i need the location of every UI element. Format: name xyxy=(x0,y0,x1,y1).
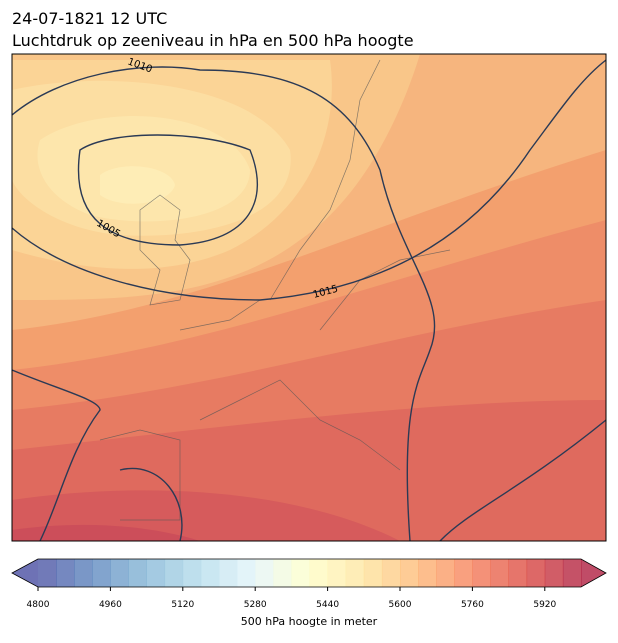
colorbar-segment xyxy=(291,559,310,587)
colorbar-extend xyxy=(12,559,38,587)
colorbar-segment xyxy=(544,559,564,587)
colorbar-segment xyxy=(182,559,202,587)
colorbar-tick-label: 5920 xyxy=(533,600,556,610)
colorbar-segment xyxy=(110,559,129,587)
colorbar-segment xyxy=(38,559,57,587)
colorbar-segment xyxy=(164,559,184,587)
colorbar-segment xyxy=(363,559,383,587)
colorbar-outline xyxy=(11,558,607,588)
colorbar-segment xyxy=(146,559,166,587)
field xyxy=(100,166,175,204)
colorbar-tick-label: 5440 xyxy=(316,600,339,610)
colorbar-segment xyxy=(255,559,274,587)
colorbar-segment xyxy=(200,559,220,587)
colorbar-segment xyxy=(219,559,238,587)
field xyxy=(12,524,200,541)
colorbar: 4800 4960 5120 5280 5440 5600 5760 5920 xyxy=(11,558,607,610)
colorbar-segment xyxy=(508,559,528,587)
isobar xyxy=(77,134,259,246)
colorbar-tick-label: 4800 xyxy=(27,600,50,610)
colorbar-segment xyxy=(273,559,292,587)
colorbar-segment xyxy=(128,559,147,587)
colorbar-segment xyxy=(381,559,401,587)
colorbar-segment xyxy=(345,559,365,587)
colorbar-label: 500 hPa hoogte in meter xyxy=(241,615,378,628)
colorbar-segment xyxy=(237,559,256,587)
colorbar-segment xyxy=(562,559,582,587)
colorbar-segment xyxy=(526,559,546,587)
colorbar-tick-label: 5280 xyxy=(244,600,267,610)
colorbar-tick-label: 5600 xyxy=(389,600,412,610)
colorbar-extend xyxy=(581,559,606,587)
colorbar-segment xyxy=(400,559,419,587)
colorbar-tick-label: 5760 xyxy=(461,600,484,610)
colorbar-segment xyxy=(472,559,491,587)
colorbar-segment xyxy=(56,559,75,587)
colorbar-segment xyxy=(309,559,328,587)
isobar xyxy=(12,59,606,301)
isobar xyxy=(12,369,606,541)
coastline xyxy=(99,59,451,521)
colorbar-tick-label: 4960 xyxy=(99,600,122,610)
colorbar-segment xyxy=(327,559,347,587)
title: Luchtdruk op zeeniveau in hPa en 500 hPa… xyxy=(12,31,414,50)
colorbar-segment xyxy=(418,559,437,587)
colorbar-segment xyxy=(92,559,111,587)
map: 1010 1005 1015 xyxy=(12,54,606,541)
isobar xyxy=(12,66,436,541)
map-frame xyxy=(11,53,607,542)
colorbar-segment xyxy=(436,559,455,587)
date: 24-07-1821 12 UTC xyxy=(12,9,167,28)
colorbar-tick-label: 5120 xyxy=(171,600,194,610)
colorbar-segment xyxy=(490,559,509,587)
colorbar-segment xyxy=(74,559,93,587)
colorbar-segment xyxy=(454,559,473,587)
